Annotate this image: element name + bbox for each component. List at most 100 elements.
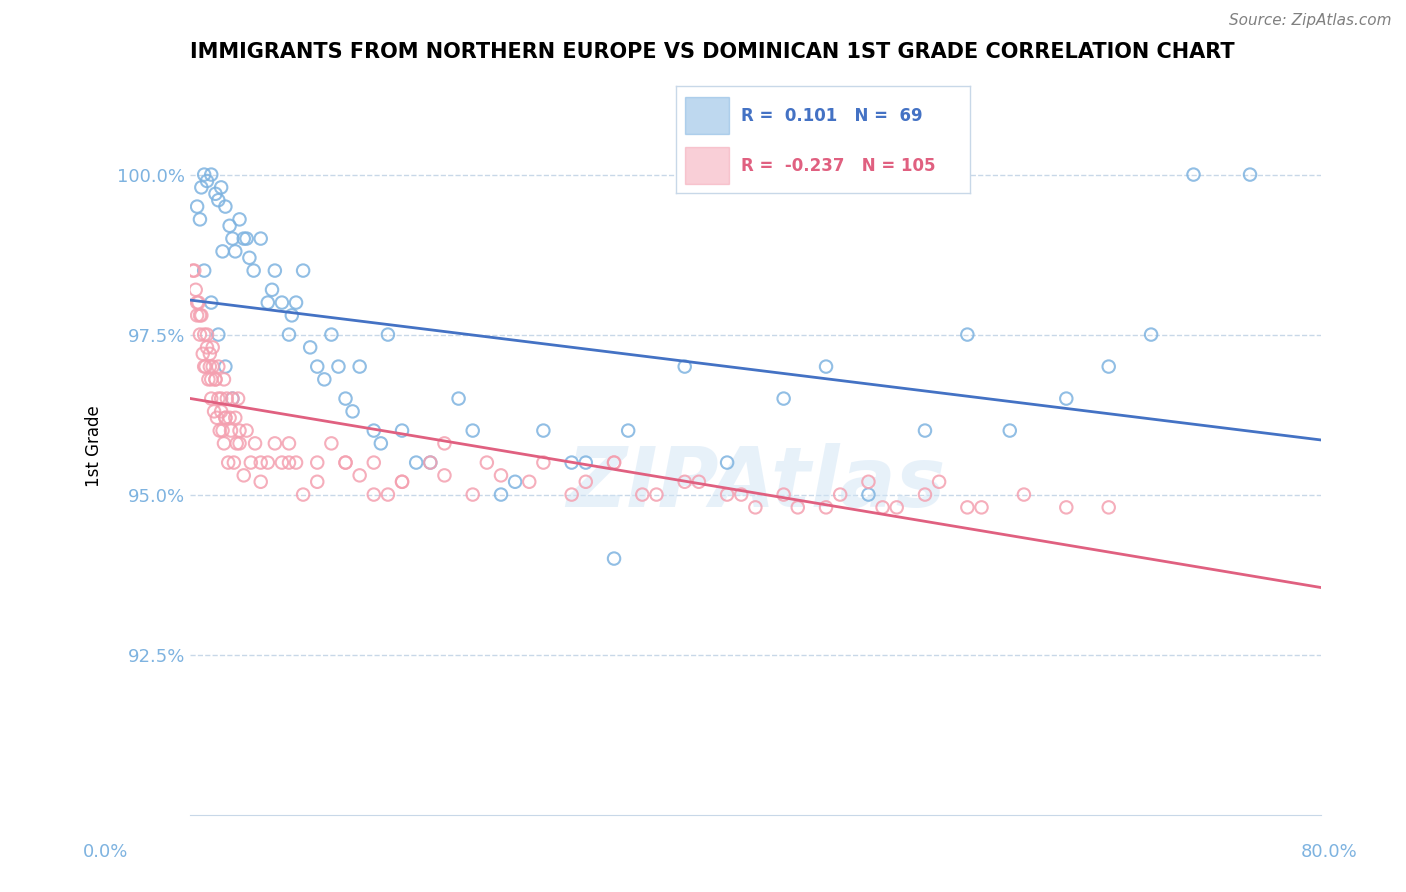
Point bbox=[335, 456, 357, 470]
Point bbox=[201, 359, 224, 374]
Point bbox=[872, 500, 894, 515]
Point bbox=[419, 456, 441, 470]
Point bbox=[970, 500, 993, 515]
Point bbox=[405, 456, 427, 470]
Point bbox=[716, 456, 738, 470]
Point bbox=[207, 392, 229, 406]
Point bbox=[224, 244, 246, 259]
Point bbox=[271, 295, 294, 310]
Point bbox=[238, 251, 260, 265]
Point bbox=[204, 372, 226, 386]
Point bbox=[184, 283, 207, 297]
Point bbox=[391, 424, 413, 438]
Point bbox=[224, 410, 246, 425]
Point bbox=[1182, 168, 1205, 182]
Point bbox=[181, 263, 204, 277]
Point bbox=[263, 263, 285, 277]
Point bbox=[603, 551, 626, 566]
Point bbox=[232, 468, 254, 483]
Point bbox=[561, 487, 583, 501]
Point bbox=[219, 424, 242, 438]
Point bbox=[419, 456, 441, 470]
Point bbox=[228, 436, 250, 450]
Point bbox=[200, 372, 222, 386]
Point bbox=[461, 424, 484, 438]
Point bbox=[335, 456, 357, 470]
Point bbox=[363, 424, 385, 438]
Point bbox=[197, 372, 219, 386]
Point bbox=[433, 436, 456, 450]
Point bbox=[377, 327, 399, 342]
Point bbox=[786, 500, 808, 515]
Point bbox=[188, 327, 211, 342]
Point bbox=[391, 475, 413, 489]
Point bbox=[433, 468, 456, 483]
Point bbox=[575, 475, 598, 489]
Point bbox=[214, 200, 236, 214]
Point bbox=[278, 456, 301, 470]
Point bbox=[195, 327, 218, 342]
Point bbox=[183, 263, 205, 277]
Point bbox=[299, 340, 322, 354]
Point bbox=[260, 283, 283, 297]
Point bbox=[391, 475, 413, 489]
Point bbox=[349, 359, 371, 374]
Point bbox=[193, 263, 215, 277]
Point bbox=[226, 392, 249, 406]
Point bbox=[914, 487, 936, 501]
Point bbox=[1054, 392, 1077, 406]
Point bbox=[225, 436, 247, 450]
Point bbox=[531, 424, 554, 438]
Point bbox=[377, 487, 399, 501]
Point bbox=[447, 392, 470, 406]
Point bbox=[858, 475, 880, 489]
Point bbox=[1098, 359, 1121, 374]
Point bbox=[886, 500, 908, 515]
Text: ZIPAtlas: ZIPAtlas bbox=[565, 442, 945, 524]
Point bbox=[321, 436, 343, 450]
Point bbox=[200, 392, 222, 406]
Point bbox=[193, 327, 215, 342]
Point bbox=[285, 295, 308, 310]
Point bbox=[673, 359, 696, 374]
Point bbox=[198, 359, 221, 374]
Point bbox=[186, 295, 208, 310]
Point bbox=[1098, 500, 1121, 515]
Point bbox=[603, 456, 626, 470]
Point bbox=[209, 392, 232, 406]
Point bbox=[191, 347, 214, 361]
Point bbox=[956, 327, 979, 342]
Point bbox=[208, 424, 231, 438]
Point bbox=[370, 436, 392, 450]
Point bbox=[205, 410, 228, 425]
Point bbox=[489, 468, 512, 483]
Point bbox=[211, 244, 233, 259]
Point bbox=[207, 359, 229, 374]
Point bbox=[218, 410, 240, 425]
Text: 80.0%: 80.0% bbox=[1301, 843, 1357, 861]
Point bbox=[187, 295, 209, 310]
Point bbox=[517, 475, 540, 489]
Point bbox=[221, 392, 243, 406]
Point bbox=[716, 487, 738, 501]
Point bbox=[186, 200, 208, 214]
Point bbox=[214, 410, 236, 425]
Point bbox=[228, 424, 250, 438]
Point bbox=[243, 436, 266, 450]
Point bbox=[186, 309, 208, 323]
Point bbox=[928, 475, 950, 489]
Point bbox=[256, 295, 278, 310]
Point bbox=[503, 475, 526, 489]
Point bbox=[1054, 500, 1077, 515]
Point bbox=[204, 186, 226, 201]
Point bbox=[200, 168, 222, 182]
Point bbox=[215, 392, 238, 406]
Y-axis label: 1st Grade: 1st Grade bbox=[86, 406, 103, 487]
Point bbox=[221, 392, 243, 406]
Point bbox=[575, 456, 598, 470]
Point bbox=[278, 327, 301, 342]
Point bbox=[194, 359, 217, 374]
Point bbox=[772, 487, 794, 501]
Point bbox=[221, 231, 243, 245]
Point bbox=[212, 372, 235, 386]
